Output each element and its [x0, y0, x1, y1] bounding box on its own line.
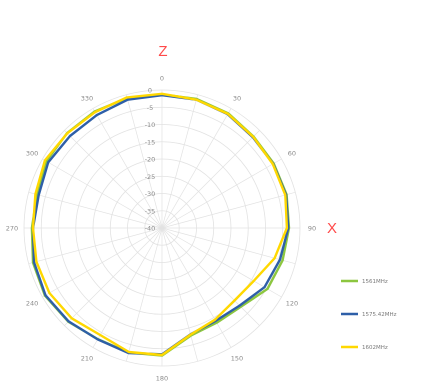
grid-spoke [64, 227, 163, 326]
x-axis-label: X [327, 220, 337, 237]
grid-spoke [161, 108, 232, 229]
radial-tick-labels: 0 -5 -10 -15 -20 -25 -30 -35 -40 [145, 87, 156, 233]
grid-spoke [42, 158, 163, 229]
radial-tick-label: -25 [145, 173, 156, 181]
grid-spoke [92, 227, 163, 348]
grid-spoke [161, 227, 260, 326]
grid-spokes [24, 90, 300, 366]
angle-tick-labels: 0 30 60 90 120 150 180 210 240 270 300 330 [6, 75, 316, 383]
radial-tick-label: -30 [145, 190, 156, 198]
radial-tick-label: -20 [145, 156, 156, 164]
series-line [31, 92, 289, 357]
angle-tick-label: 180 [156, 375, 168, 383]
angle-tick-label: 60 [288, 150, 296, 158]
legend-label: 1575.42MHz [362, 312, 397, 318]
angle-tick-label: 210 [81, 354, 93, 362]
grid-spoke [161, 158, 282, 229]
radial-tick-label: -10 [145, 121, 156, 129]
radial-tick-label: 0 [148, 87, 152, 95]
radial-tick-label: -35 [145, 207, 156, 215]
grid-spoke [161, 191, 296, 229]
grid-spoke [64, 130, 163, 229]
grid-spoke [125, 94, 163, 229]
legend: 1561MHz 1575.42MHz 1602MHz [341, 279, 397, 351]
angle-tick-label: 0 [160, 75, 164, 83]
legend-label: 1561MHz [362, 279, 388, 285]
grid-spoke [42, 227, 163, 298]
grid-spoke [28, 227, 163, 265]
grid-spoke [92, 108, 163, 229]
grid-spoke [125, 227, 163, 362]
angle-tick-label: 330 [81, 95, 93, 103]
grid-spoke [161, 227, 199, 362]
series-lines [30, 92, 291, 357]
angle-tick-label: 90 [308, 225, 316, 233]
angle-tick-label: 270 [6, 225, 18, 233]
radial-tick-label: -5 [147, 104, 153, 112]
grid-spoke [161, 227, 282, 298]
angle-tick-label: 120 [286, 300, 298, 308]
angle-tick-label: 30 [233, 95, 241, 103]
angle-tick-label: 240 [26, 300, 38, 308]
legend-label: 1602MHz [362, 345, 388, 351]
z-axis-label: Z [158, 43, 167, 60]
grid-spoke [161, 227, 296, 265]
angle-tick-label: 150 [231, 354, 243, 362]
radial-tick-label: -15 [145, 138, 156, 146]
radial-tick-label: -40 [145, 225, 156, 233]
grid-spoke [161, 130, 260, 229]
angle-tick-label: 300 [26, 150, 38, 158]
grid-spoke [161, 227, 232, 348]
grid-spoke [161, 94, 199, 229]
grid-spoke [28, 191, 163, 229]
